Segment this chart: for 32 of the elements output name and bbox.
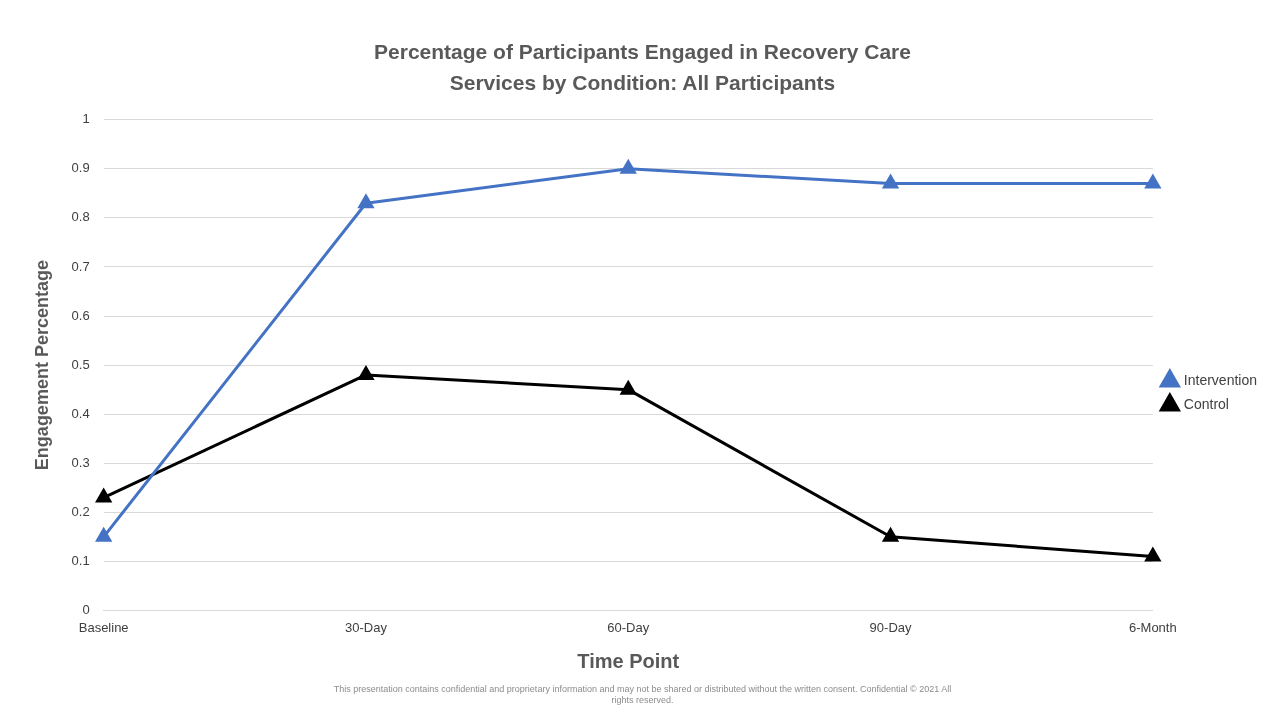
x-tick-label: 60-Day (607, 619, 650, 635)
legend-label: Control (1183, 395, 1229, 412)
x-axis-title: Time Point (577, 649, 680, 672)
point (620, 381, 636, 395)
y-tick-label: 0.3 (71, 454, 90, 470)
point (1145, 175, 1161, 189)
y-axis-title: Engagement Percentage (31, 260, 52, 471)
y-tick-label: 1 (82, 111, 90, 127)
point (882, 175, 899, 189)
point (1145, 547, 1161, 562)
point (358, 194, 374, 209)
y-tick-label: 0.9 (71, 160, 90, 176)
y-tick-label: 0 (82, 601, 90, 617)
y-tick-label: 0.5 (71, 356, 90, 372)
point (620, 160, 636, 174)
x-tick-label: 30-Day (345, 619, 388, 635)
point (96, 489, 112, 503)
y-tick-label: 0.1 (71, 552, 90, 568)
point (96, 528, 112, 542)
point (358, 366, 374, 380)
x-tick-label: 6-Month (1128, 619, 1177, 635)
text: This presentation contains confidential and proprietary information and may not be shared or distributed without the written consent. Confidential © 2021 All rights reserved. (332, 684, 953, 706)
point (882, 528, 899, 542)
x-tick-label: Baseline (78, 619, 129, 635)
legend-label: Intervention (1183, 371, 1258, 388)
y-tick-label: 0.7 (71, 258, 90, 274)
chart-title: Percentage of Participants Engaged in Recovery Care Services by Condition: All Participants (373, 39, 912, 96)
y-tick-label: 0.2 (71, 503, 90, 519)
x-tick-label: 90-Day (869, 619, 912, 635)
y-tick-label: 0.4 (71, 405, 90, 421)
y-tick-label: 0.8 (71, 209, 90, 225)
y-tick-label: 0.6 (71, 307, 90, 323)
